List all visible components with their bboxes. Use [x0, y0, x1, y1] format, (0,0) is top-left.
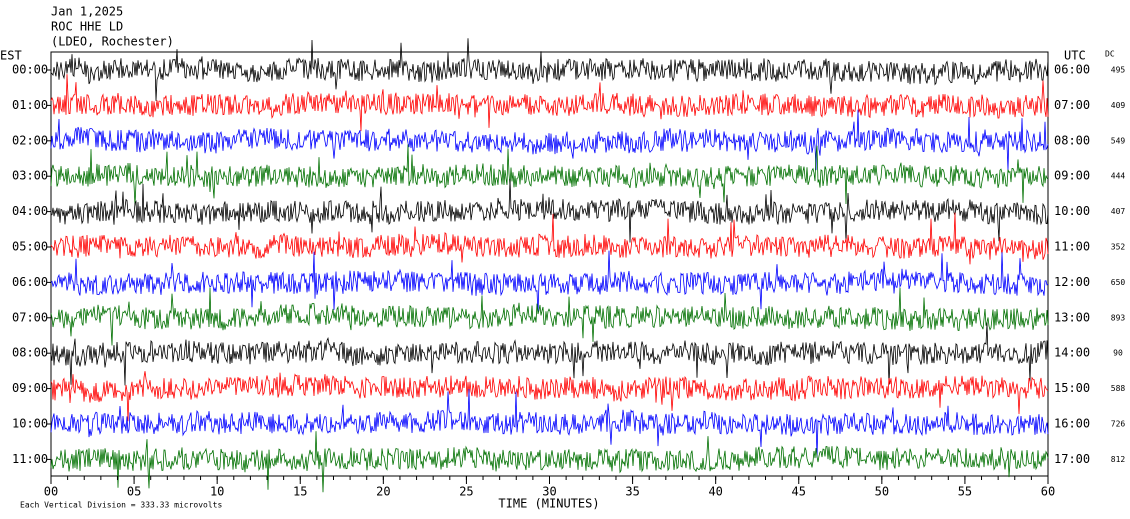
x-axis-label: TIME (MINUTES)	[498, 497, 599, 511]
trace	[50, 144, 1049, 206]
footer: Each Vertical Division = 333.33 microvol…	[20, 501, 222, 510]
est-label: 08:00	[12, 346, 48, 360]
dc-value: 650	[1111, 278, 1126, 287]
x-tick-label: 30	[542, 485, 556, 499]
trace	[50, 38, 1049, 101]
est-label: 01:00	[12, 98, 48, 112]
est-label: 05:00	[12, 240, 48, 254]
trace	[50, 431, 1049, 493]
est-label: 11:00	[12, 452, 48, 466]
dc-value: 588	[1111, 384, 1126, 393]
dc-value: 812	[1111, 455, 1126, 464]
dc-value: 726	[1111, 420, 1126, 429]
trace	[50, 109, 1049, 171]
utc-label: 14:00	[1054, 346, 1090, 360]
utc-label: 08:00	[1054, 133, 1090, 147]
dc-value: 549	[1111, 136, 1126, 145]
est-label: 04:00	[12, 204, 48, 218]
dc-title: DC	[1105, 50, 1115, 59]
utc-label: 16:00	[1054, 417, 1090, 431]
x-tick-label: 35	[625, 485, 639, 499]
trace	[50, 250, 1049, 314]
network: (LDEO, Rochester)	[51, 35, 174, 49]
dc-value: 444	[1111, 172, 1126, 181]
x-tick-label: 60	[1041, 485, 1055, 499]
trace	[50, 74, 1049, 132]
trace	[50, 388, 1049, 458]
dc-value: 893	[1111, 313, 1126, 322]
right-axis-title: UTC	[1064, 49, 1086, 63]
x-tick-label: 05	[127, 485, 141, 499]
trace	[50, 371, 1049, 422]
dc-value: 90	[1113, 349, 1123, 358]
utc-label: 12:00	[1054, 275, 1090, 289]
trace	[50, 287, 1049, 346]
date: Jan 1,2025	[51, 5, 123, 19]
x-tick-label: 20	[376, 485, 390, 499]
left-axis-title: EST	[0, 49, 22, 63]
utc-label: 07:00	[1054, 98, 1090, 112]
est-label: 06:00	[12, 275, 48, 289]
x-tick-label: 50	[875, 485, 889, 499]
utc-label: 06:00	[1054, 63, 1090, 77]
dc-value: 407	[1111, 207, 1126, 216]
utc-label: 10:00	[1054, 204, 1090, 218]
trace	[50, 322, 1049, 386]
est-label: 00:00	[12, 63, 48, 77]
station: ROC HHE LD	[51, 20, 123, 34]
utc-label: 15:00	[1054, 381, 1090, 395]
est-label: 02:00	[12, 133, 48, 147]
dc-value: 409	[1111, 101, 1126, 110]
utc-label: 13:00	[1054, 310, 1090, 324]
traces	[50, 38, 1049, 493]
utc-label: 17:00	[1054, 452, 1090, 466]
trace	[50, 212, 1049, 265]
plot-frame	[50, 51, 1049, 477]
x-tick-label: 45	[792, 485, 806, 499]
est-label: 03:00	[12, 169, 48, 183]
dc-value: 352	[1111, 243, 1126, 252]
est-label: 09:00	[12, 381, 48, 395]
x-tick-label: 25	[459, 485, 473, 499]
x-tick-label: 15	[293, 485, 307, 499]
utc-label: 09:00	[1054, 169, 1090, 183]
x-tick-label: 55	[958, 485, 972, 499]
dc-value: 495	[1111, 66, 1126, 75]
x-tick-label: 10	[210, 485, 224, 499]
trace	[50, 179, 1049, 243]
x-tick-label: 40	[708, 485, 722, 499]
utc-label: 11:00	[1054, 240, 1090, 254]
est-label: 07:00	[12, 310, 48, 324]
est-label: 10:00	[12, 417, 48, 431]
x-tick-label: 00	[44, 485, 58, 499]
